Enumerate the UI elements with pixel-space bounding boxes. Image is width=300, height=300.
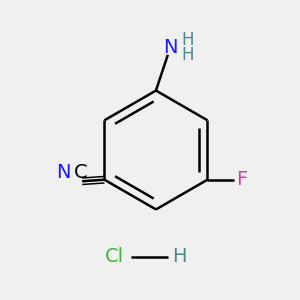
Text: Cl: Cl [105,248,124,266]
Text: C: C [74,164,88,182]
Text: H: H [181,31,194,49]
Text: H: H [172,248,187,266]
Text: N: N [164,38,178,57]
Text: F: F [237,170,248,189]
Text: N: N [56,164,71,182]
Text: H: H [181,46,194,64]
